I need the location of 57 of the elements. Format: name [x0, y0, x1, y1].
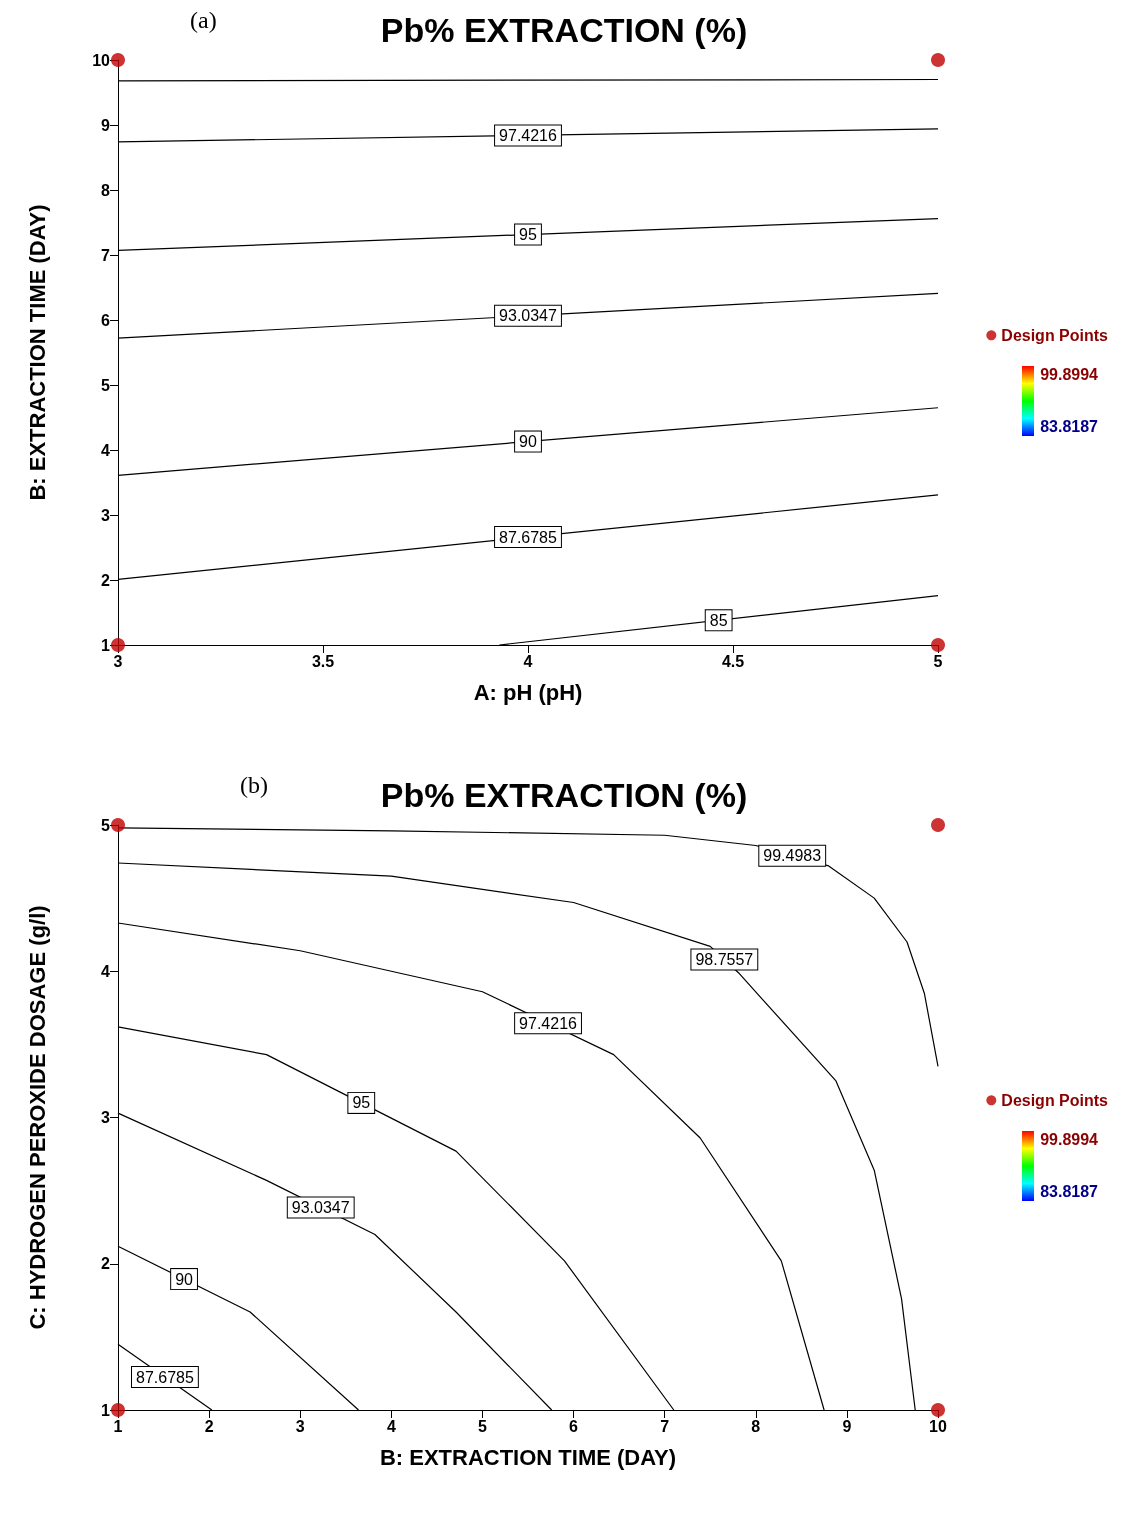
x-tick-label: 5 [477, 1417, 487, 1435]
y-tick-label: 5 [101, 816, 111, 834]
text: 83.8187 [1040, 417, 1098, 436]
y-tick-label: 3 [101, 1109, 111, 1126]
x-tick-label: 10 [929, 1417, 947, 1435]
x-tick-label: 8 [751, 1417, 761, 1435]
x-tick-label: 1 [113, 1417, 123, 1435]
y-tick-label: 4 [101, 962, 111, 980]
series-label: 93.0347 [499, 307, 558, 325]
series-label: 85 [709, 611, 728, 629]
y-tick-label: 8 [101, 181, 111, 199]
series-label: 99.4983 [763, 847, 822, 865]
series-label: 87.6785 [136, 1368, 194, 1386]
x-tick-label: 4.5 [721, 652, 745, 670]
series-label: 97.4216 [519, 1014, 578, 1032]
x-tick-label: 3 [113, 652, 123, 670]
legend-label: Design Points [1001, 1091, 1109, 1109]
text: 83.8187 [1040, 1182, 1098, 1201]
x-tick-label: 5 [933, 652, 943, 670]
y-tick-label: 3 [101, 506, 111, 524]
x-tick-label: 3.5 [311, 652, 335, 670]
y-tick-label: 4 [101, 441, 111, 459]
series-label: 87.6785 [499, 528, 558, 546]
x-tick-label: 3 [295, 1417, 305, 1435]
y-tick-label: 1 [101, 1401, 111, 1419]
x-tick-label: 4 [523, 652, 533, 670]
y-tick-label: 2 [101, 1255, 111, 1273]
y-tick-label: 7 [101, 246, 111, 264]
x-tick-label: 6 [569, 1417, 579, 1435]
series-label: 98.7557 [695, 951, 754, 969]
x-axis-title: A: pH (pH) [473, 679, 583, 705]
chart-title: Pb% EXTRACTION (%) [380, 776, 748, 814]
x-tick-label: 9 [842, 1417, 852, 1435]
text: (a) [190, 7, 217, 33]
text: 99.8994 [1040, 1130, 1098, 1149]
y-axis-title: B: EXTRACTION TIME (DAY) [24, 204, 50, 501]
x-axis-title: B: EXTRACTION TIME (DAY) [379, 1444, 677, 1470]
series-label: 93.0347 [291, 1198, 350, 1216]
y-tick-label: 1 [101, 636, 111, 654]
series-label: 90 [175, 1270, 194, 1288]
legend-label: Design Points [1001, 326, 1109, 344]
y-tick-label: 5 [101, 376, 111, 394]
y-tick-label: 9 [101, 116, 111, 134]
text: 99.8994 [1040, 365, 1098, 384]
text: (b) [240, 772, 268, 798]
series-label: 97.4216 [499, 126, 558, 144]
series-label: 95 [519, 226, 537, 244]
y-tick-label: 10 [92, 51, 111, 69]
y-tick-label: 2 [101, 571, 111, 589]
x-tick-label: 4 [386, 1417, 396, 1435]
series-label: 95 [352, 1094, 371, 1112]
series-label: 90 [519, 433, 537, 451]
chart-title: Pb% EXTRACTION (%) [380, 11, 748, 49]
x-tick-label: 7 [660, 1417, 670, 1435]
y-tick-label: 6 [101, 311, 111, 329]
y-axis-title: C: HYDROGEN PEROXIDE DOSAGE (g/l) [24, 905, 50, 1330]
x-tick-label: 2 [204, 1417, 214, 1435]
